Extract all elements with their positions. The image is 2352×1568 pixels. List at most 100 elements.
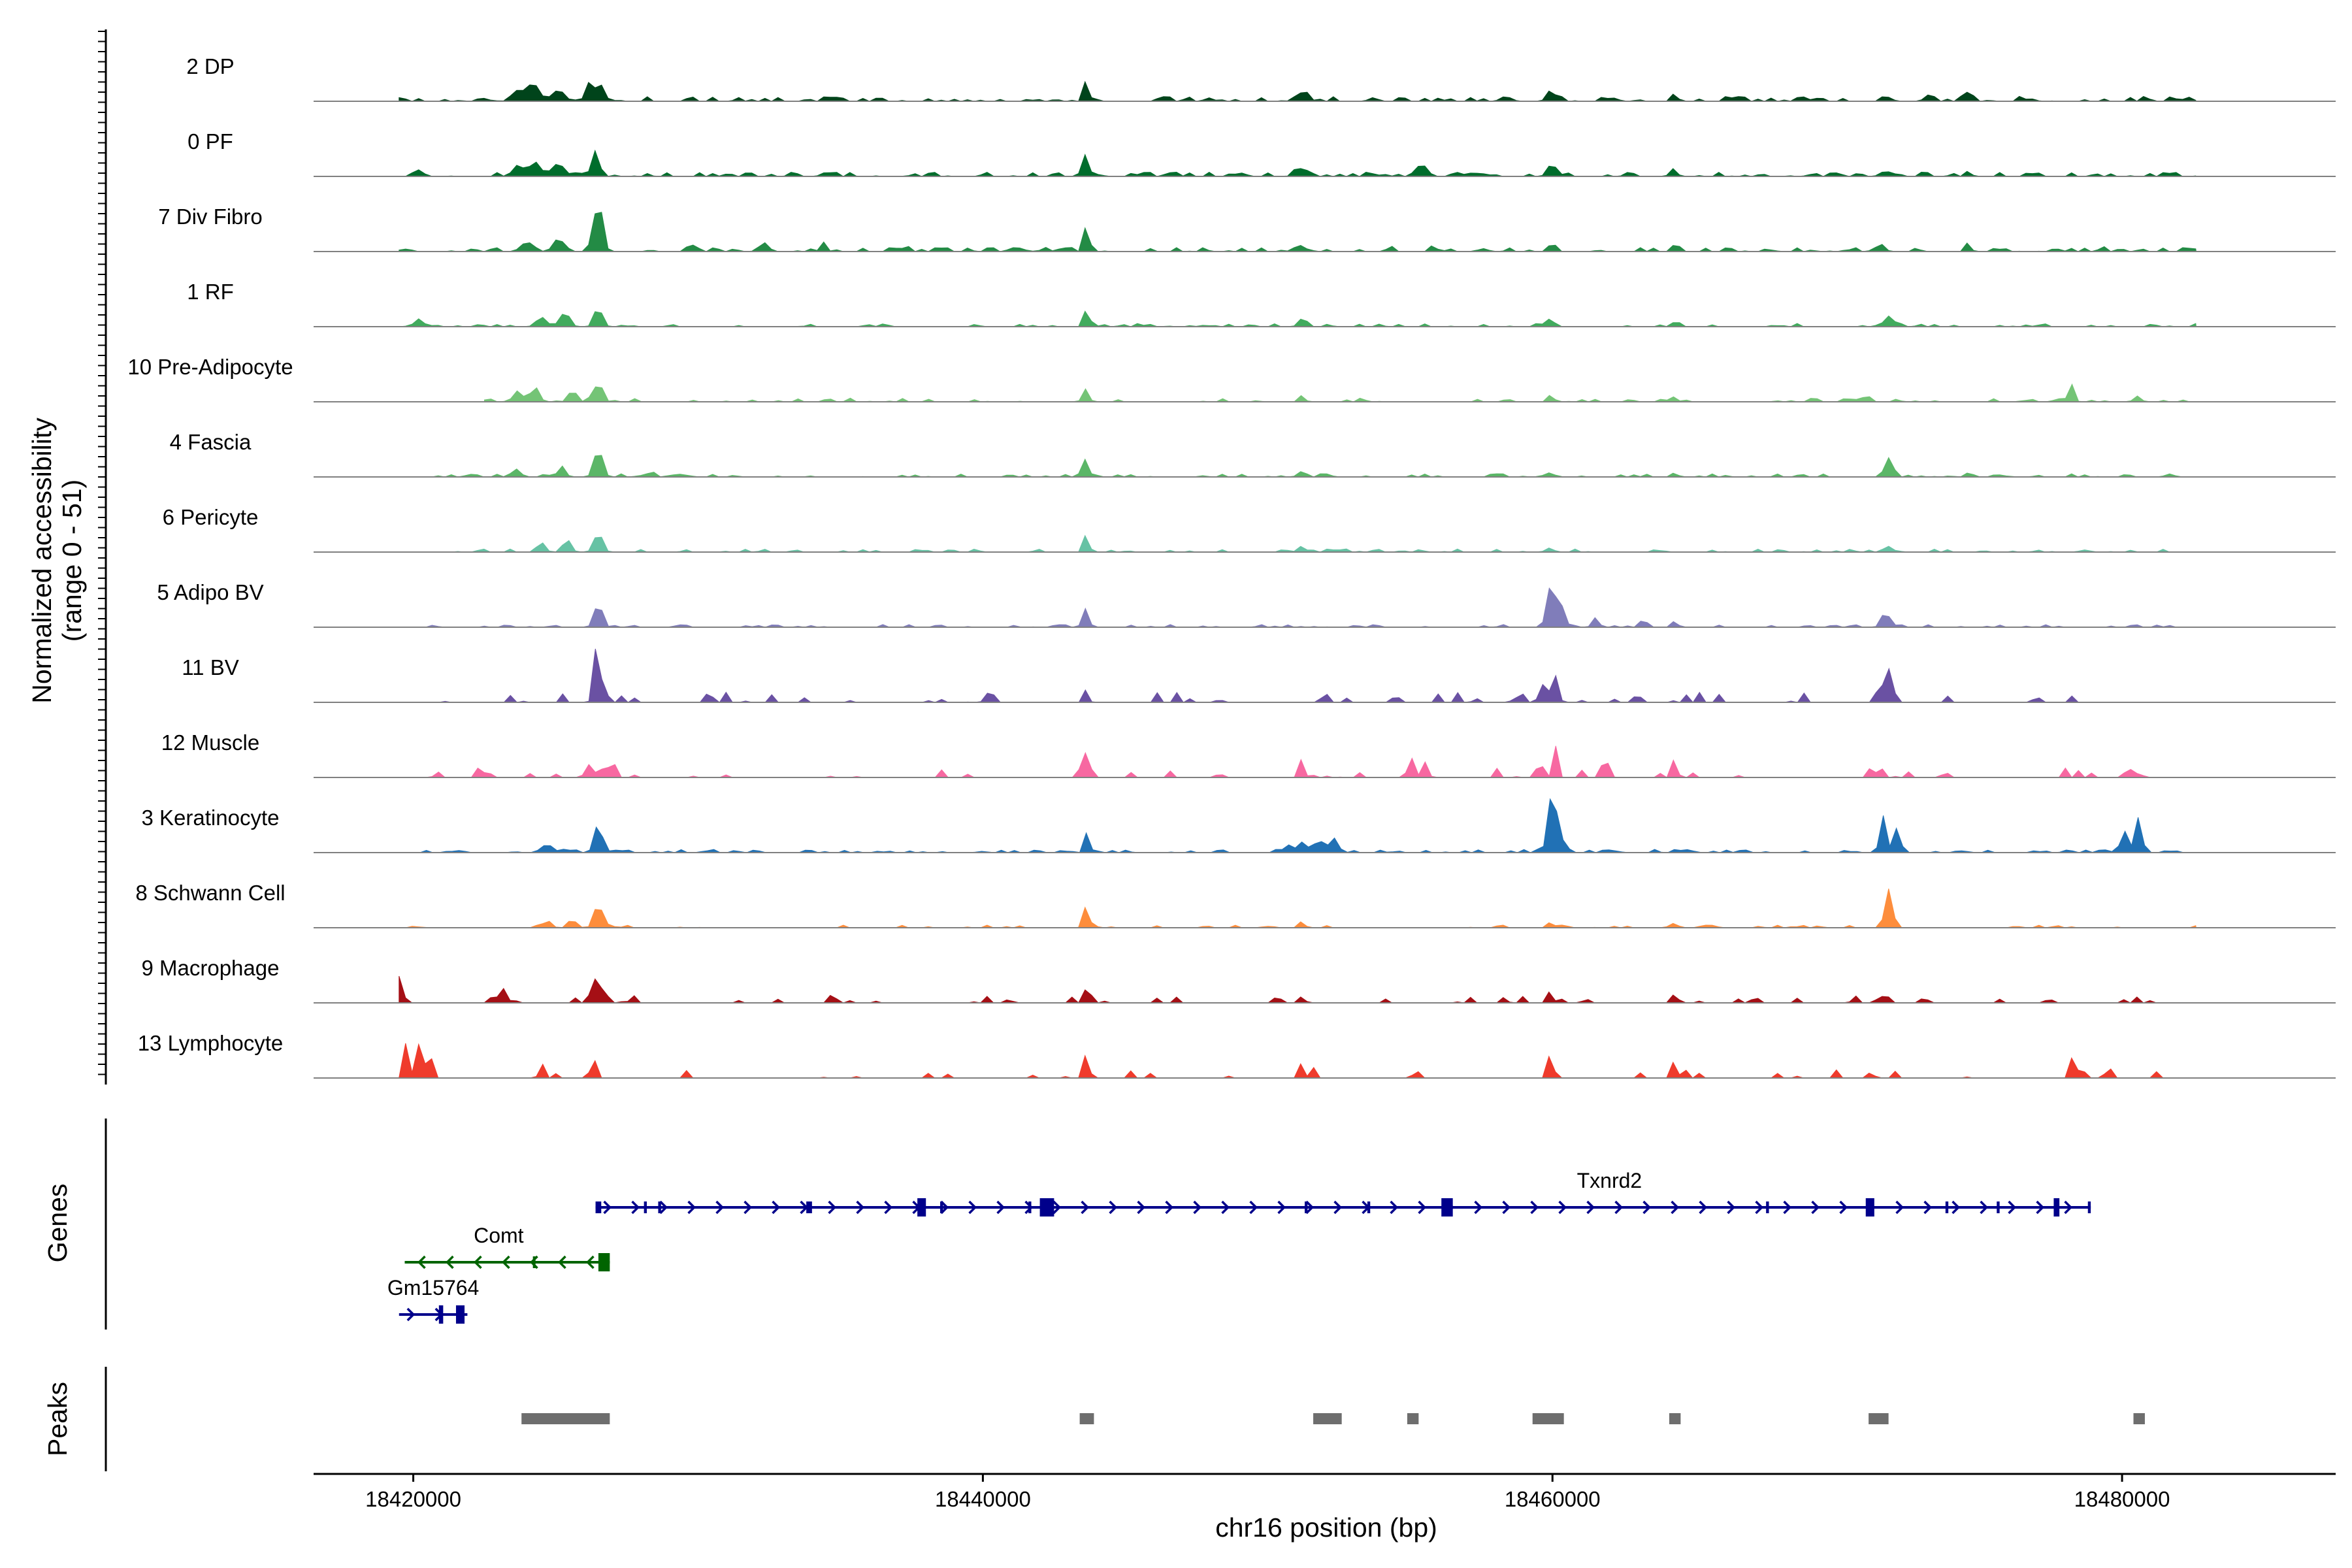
genes-panel-label: Genes bbox=[42, 1184, 73, 1263]
gene-exon bbox=[940, 1201, 943, 1213]
coverage-area bbox=[419, 745, 2197, 778]
peak-region bbox=[1532, 1413, 1564, 1424]
coverage-area bbox=[484, 383, 2197, 402]
strand-arrow bbox=[1165, 1200, 1174, 1215]
gene-exon bbox=[1997, 1201, 2000, 1213]
strand-arrow bbox=[1277, 1200, 1286, 1215]
coverage-track: 0 PF bbox=[188, 129, 2336, 177]
coverage-area bbox=[399, 1043, 2197, 1079]
coverage-area bbox=[419, 587, 2197, 628]
track-label: 7 Div Fibro bbox=[158, 204, 263, 229]
track-label: 2 DP bbox=[186, 54, 234, 78]
coverage-area bbox=[399, 212, 2197, 252]
gene-exon bbox=[917, 1198, 926, 1217]
strand-arrow bbox=[502, 1255, 510, 1269]
coverage-tracks: 2 DP 0 PF 7 Div Fibro 1 RF 10 Pre-Adipocyte 4… bbox=[98, 29, 2336, 1085]
gene-model: Gm15764 bbox=[387, 1276, 479, 1324]
gene-exon bbox=[1441, 1198, 1453, 1217]
strand-arrow bbox=[1839, 1200, 1848, 1215]
strand-arrow bbox=[659, 1200, 668, 1215]
peak-region bbox=[521, 1413, 610, 1424]
strand-arrow bbox=[1249, 1200, 1258, 1215]
coverage-track: 6 Pericyte bbox=[163, 505, 2336, 553]
coverage-area bbox=[399, 149, 2197, 177]
track-label: 8 Schwann Cell bbox=[135, 881, 285, 905]
strand-arrow bbox=[1671, 1200, 1680, 1215]
track-label: 11 BV bbox=[182, 655, 238, 679]
strand-arrow bbox=[1053, 1200, 1062, 1215]
peak-region bbox=[1313, 1413, 1342, 1424]
peaks-panel-label: Peaks bbox=[42, 1382, 73, 1456]
strand-arrow bbox=[1474, 1200, 1483, 1215]
track-label: 9 Macrophage bbox=[142, 956, 280, 980]
x-tick-label: 18460000 bbox=[1505, 1487, 1601, 1511]
coverage-track: 7 Div Fibro bbox=[158, 204, 2336, 252]
gene-exon bbox=[1766, 1201, 1769, 1213]
strand-arrow bbox=[558, 1255, 566, 1269]
strand-arrow bbox=[1333, 1200, 1343, 1215]
coverage-area bbox=[399, 455, 2197, 478]
gene-exon bbox=[2053, 1198, 2060, 1217]
strand-arrow bbox=[631, 1200, 640, 1215]
coverage-track: 8 Schwann Cell bbox=[135, 881, 2336, 928]
x-axis-label: chr16 position (bp) bbox=[1215, 1512, 1437, 1543]
coverage-track: 5 Adipo BV bbox=[157, 580, 2336, 628]
track-label: 12 Muscle bbox=[161, 730, 259, 755]
track-label: 3 Keratinocyte bbox=[142, 806, 280, 830]
x-axis: 18420000 18440000 18460000 18480000 bbox=[314, 1473, 2336, 1511]
track-label: 1 RF bbox=[187, 280, 234, 304]
strand-arrow bbox=[772, 1200, 781, 1215]
coverage-area bbox=[399, 80, 2197, 102]
strand-arrow bbox=[586, 1255, 595, 1269]
peak-region bbox=[1669, 1413, 1681, 1424]
strand-arrow bbox=[1418, 1200, 1427, 1215]
strand-arrow bbox=[687, 1200, 696, 1215]
strand-arrow bbox=[1137, 1200, 1146, 1215]
strand-arrow bbox=[406, 1307, 416, 1322]
peak-region bbox=[1869, 1413, 1889, 1424]
strand-arrow bbox=[1305, 1200, 1315, 1215]
strand-arrow bbox=[446, 1255, 454, 1269]
track-label: 0 PF bbox=[188, 129, 233, 154]
coverage-track: 10 Pre-Adipocyte bbox=[127, 355, 2336, 402]
strand-arrow bbox=[1193, 1200, 1202, 1215]
gene-exon bbox=[532, 1256, 536, 1268]
gene-model: Txnrd2 bbox=[595, 1169, 2091, 1217]
peak-region bbox=[2133, 1413, 2145, 1424]
strand-arrow bbox=[1614, 1200, 1624, 1215]
strand-arrow bbox=[1727, 1200, 1736, 1215]
coverage-area bbox=[399, 975, 2197, 1004]
gene-exon bbox=[438, 1305, 444, 1324]
coverage-track: 2 DP bbox=[186, 54, 2336, 102]
strand-arrow bbox=[1755, 1200, 1764, 1215]
strand-arrow bbox=[856, 1200, 865, 1215]
strand-arrow bbox=[1699, 1200, 1708, 1215]
gene-name-label: Comt bbox=[474, 1224, 524, 1247]
strand-arrow bbox=[2008, 1200, 2017, 1215]
strand-arrow bbox=[1502, 1200, 1511, 1215]
peak-panel bbox=[105, 1367, 2145, 1471]
track-label: 5 Adipo BV bbox=[157, 580, 263, 604]
y-axis-label: Normalized accessibility bbox=[27, 417, 57, 704]
gene-exon bbox=[2087, 1201, 2091, 1213]
strand-arrow bbox=[2064, 1200, 2073, 1215]
strand-arrow bbox=[828, 1200, 837, 1215]
strand-arrow bbox=[1923, 1200, 1933, 1215]
coverage-track: 13 Lymphocyte bbox=[138, 1031, 2336, 1079]
coverage-area bbox=[413, 798, 2197, 853]
strand-arrow bbox=[1642, 1200, 1652, 1215]
y-axis-range-label: (range 0 - 51) bbox=[57, 480, 87, 642]
coverage-area bbox=[399, 889, 2197, 928]
coverage-track: 12 Muscle bbox=[161, 730, 2336, 778]
strand-arrow bbox=[1530, 1200, 1539, 1215]
gene-exon bbox=[1865, 1198, 1874, 1217]
coverage-area bbox=[399, 534, 2197, 553]
gene-name-label: Txnrd2 bbox=[1577, 1169, 1642, 1192]
strand-arrow bbox=[1952, 1200, 1961, 1215]
gene-annotation-panel: Txnrd2 Comt Gm15764 bbox=[105, 1119, 2091, 1330]
peak-region bbox=[1407, 1413, 1419, 1424]
gene-exon bbox=[598, 1253, 610, 1271]
strand-arrow bbox=[1221, 1200, 1230, 1215]
strand-arrow bbox=[1811, 1200, 1820, 1215]
strand-arrow bbox=[884, 1200, 893, 1215]
